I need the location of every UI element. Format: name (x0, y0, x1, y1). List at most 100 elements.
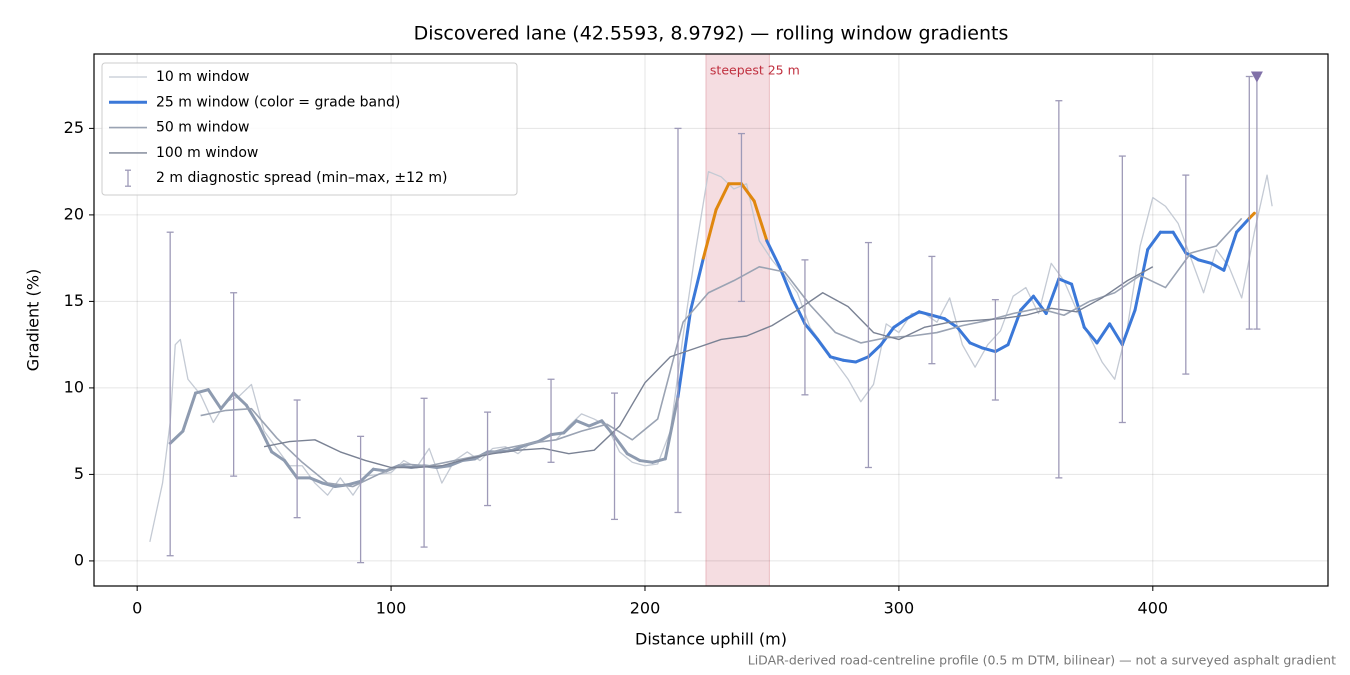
line-segment (359, 467, 375, 483)
line-segment (1057, 277, 1074, 286)
legend-box (101, 62, 518, 196)
error-bar (864, 241, 872, 469)
line-segment (1006, 308, 1023, 347)
line-segment (194, 388, 210, 395)
x-tick-label: 100 (376, 599, 407, 618)
line-segment (308, 476, 325, 485)
line-segment (562, 419, 578, 435)
line-segment (1235, 216, 1251, 234)
line-segment (955, 325, 972, 345)
error-bar (357, 435, 365, 564)
legend-label: 25 m window (color = grade band) (156, 94, 400, 110)
line-segment (981, 346, 997, 354)
line-segment (435, 464, 451, 469)
error-bar (991, 299, 999, 401)
x-axis-label: Distance uphill (m) (635, 630, 787, 649)
y-axis-label: Gradient (%) (24, 269, 43, 371)
error-bar (166, 231, 174, 557)
line-segment (371, 467, 388, 473)
line-segment (739, 182, 756, 203)
line-segment (714, 182, 731, 212)
y-tick-label: 5 (74, 464, 84, 483)
error-bar (1118, 155, 1126, 424)
line-segment (1108, 322, 1124, 347)
line-segment (321, 481, 337, 489)
line-segment (168, 429, 185, 445)
chart-title: Discovered lane (42.5593, 8.9792) — roll… (414, 23, 1009, 45)
line-segment (866, 343, 883, 359)
line-segment (638, 459, 655, 464)
highlight-label: steepest 25 m (710, 63, 800, 78)
line-segment (993, 343, 1010, 354)
line-segment (206, 388, 223, 411)
line-segment (905, 310, 921, 321)
y-tick-label: 10 (64, 377, 84, 396)
line-segment (346, 479, 363, 487)
line-segment (270, 450, 286, 463)
line-segment (1197, 258, 1213, 265)
line-segment (689, 256, 705, 312)
line-segment (511, 443, 528, 452)
line-segment (1247, 211, 1256, 220)
highlight-band (705, 53, 770, 587)
x-tick-label: 300 (884, 599, 915, 618)
line-segment (1070, 282, 1086, 329)
line-segment (651, 457, 667, 464)
error-bar (801, 259, 809, 396)
error-bar (484, 411, 492, 507)
line-segment (701, 208, 718, 260)
error-bar (230, 292, 238, 477)
x-tick-label: 0 (132, 599, 142, 618)
line-segment (1171, 230, 1188, 255)
line-segment (663, 395, 680, 461)
line-segment (181, 391, 198, 433)
line-segment (765, 239, 782, 269)
error-bar (547, 378, 555, 463)
footnote: LiDAR-derived road-centreline profile (0… (748, 653, 1336, 668)
line-segment (917, 310, 934, 317)
line-segment (282, 459, 299, 480)
line-segment (257, 424, 274, 454)
peak-marker (1250, 71, 1263, 83)
line-segment (613, 434, 629, 456)
line-segment (1019, 294, 1035, 312)
line-segment (1209, 261, 1226, 272)
line-segment (841, 358, 858, 364)
line-segment (1120, 308, 1137, 347)
line-segment (536, 433, 553, 444)
x-tick-label: 200 (630, 599, 661, 618)
legend-label: 10 m window (156, 69, 249, 85)
line-segment (1146, 230, 1162, 251)
line-segment (968, 341, 985, 350)
line-segment (752, 199, 769, 243)
line-segment (1082, 325, 1099, 345)
line-segment (574, 419, 591, 428)
error-bar (928, 255, 936, 365)
y-tick-label: 20 (64, 204, 84, 223)
line-segment (232, 391, 248, 407)
series-line (200, 217, 1243, 488)
line-segment (816, 337, 832, 359)
line-segment (930, 313, 947, 321)
line-segment (549, 431, 566, 437)
line-segment (790, 296, 807, 326)
line-segment (625, 452, 642, 463)
error-bar (1253, 75, 1261, 330)
error-bar (737, 132, 745, 303)
line-segment (1222, 230, 1239, 272)
y-tick-label: 0 (74, 550, 84, 569)
error-bar (293, 399, 301, 519)
error-bar (674, 127, 682, 514)
line-segment (828, 355, 845, 362)
line-segment (587, 419, 604, 428)
line-segment (892, 317, 909, 329)
error-bar (1245, 75, 1253, 330)
error-bar (611, 392, 619, 521)
x-tick-label: 400 (1138, 599, 1169, 618)
error-bar (420, 397, 428, 548)
line-segment (1133, 247, 1150, 312)
legend-label: 50 m window (156, 120, 249, 136)
y-tick-label: 25 (64, 118, 84, 137)
line-segment (803, 322, 820, 341)
